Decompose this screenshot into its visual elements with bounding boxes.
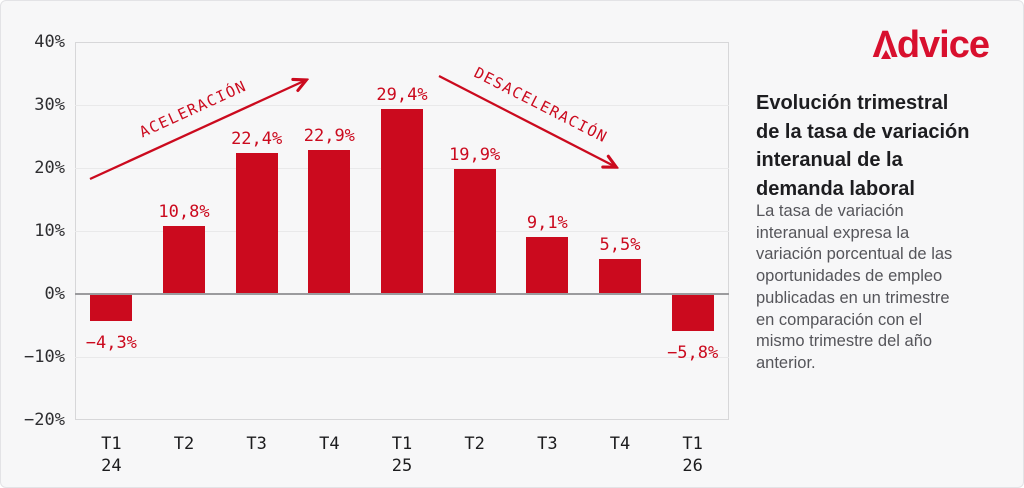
- bar: [526, 236, 569, 294]
- bar-value-label: 19,9%: [449, 144, 501, 165]
- logo-lambda-glyph: Λ: [872, 24, 897, 66]
- bar-value-label: 29,4%: [376, 84, 428, 105]
- x-axis-tick-label: T1 24: [101, 434, 122, 476]
- y-axis-tick-label: −10%: [24, 347, 65, 367]
- y-axis-tick-label: 0%: [44, 284, 65, 304]
- bar: [671, 294, 714, 331]
- x-axis-tick-label: T2: [464, 434, 485, 454]
- x-axis-tick-label: T3: [246, 434, 267, 454]
- bar: [599, 259, 641, 294]
- chart-title: Evolución trimestral de la tasa de varia…: [756, 92, 970, 200]
- bar-chart: ACELERACIÓN DESACELERACIÓN 40% 30% 20% 10% 0…: [1, 1, 761, 487]
- gridline: [75, 356, 729, 358]
- bar: [381, 108, 423, 294]
- x-axis-tick-label: T1 25: [391, 434, 413, 476]
- x-axis-tick-label: T4: [319, 434, 340, 454]
- bar-value-label: 22,9%: [303, 125, 355, 146]
- x-axis-tick-label: T4: [609, 434, 631, 454]
- bar: [308, 149, 351, 294]
- bar-value-label: −4,3%: [85, 333, 137, 354]
- bar: [90, 294, 133, 322]
- zero-axis-line: [75, 293, 729, 295]
- bar-value-label: 9,1%: [526, 212, 568, 233]
- logo-letter-a: Λ: [872, 24, 897, 66]
- x-axis-tick-label: T1 26: [682, 434, 703, 476]
- bar: [453, 168, 496, 294]
- gridline: [75, 104, 729, 106]
- logo-wordmark: dvice: [896, 24, 990, 66]
- y-axis-tick-label: 20%: [34, 158, 65, 178]
- y-axis-tick-label: 40%: [34, 32, 65, 52]
- bar: [235, 152, 278, 294]
- x-axis-tick-label: T2: [173, 434, 195, 454]
- bar: [163, 225, 205, 294]
- logo-triangle-icon: [880, 50, 891, 59]
- bar-value-label: 10,8%: [158, 201, 210, 222]
- chart-description: La tasa de variación interanual expresa …: [756, 202, 953, 372]
- y-axis-tick-label: 30%: [34, 95, 65, 115]
- y-axis-tick-label: 10%: [34, 221, 65, 241]
- bar-value-label: −5,8%: [667, 342, 719, 363]
- x-axis-tick-label: T3: [537, 434, 558, 454]
- y-axis-tick-label: −20%: [24, 410, 65, 430]
- bar-value-label: 5,5%: [599, 235, 641, 256]
